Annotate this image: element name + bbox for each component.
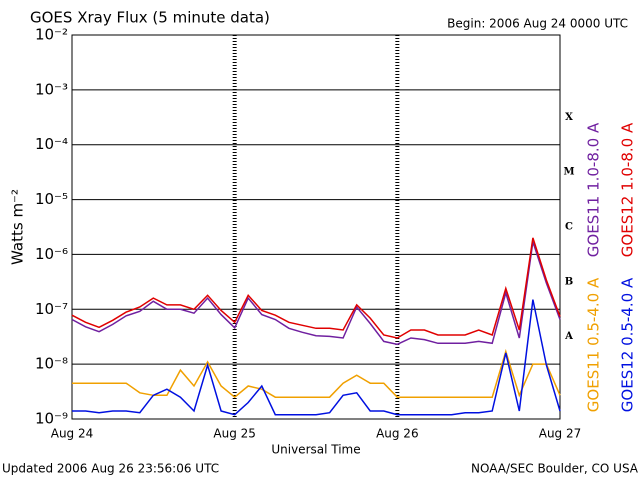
y-tick-label: 10⁻⁷	[35, 300, 68, 318]
footer-right: NOAA/SEC Boulder, CO USA	[471, 462, 639, 476]
flare-class-label: M	[563, 167, 574, 178]
legend-label: GOES12 0.5-4.0 A	[619, 277, 637, 412]
y-tick-label: 10⁻⁶	[35, 245, 68, 263]
legend-label: GOES11 1.0-8.0 A	[585, 122, 603, 257]
y-tick-label: 10⁻⁹	[35, 410, 68, 428]
chart-title: GOES Xray Flux (5 minute data)	[30, 9, 270, 27]
series-line	[71, 241, 561, 346]
legend-label: GOES12 1.0-8.0 A	[619, 122, 637, 257]
y-tick-label: 10⁻⁴	[35, 135, 68, 153]
subtitle: Begin: 2006 Aug 24 0000 UTC	[447, 17, 628, 31]
flare-class-label: A	[564, 331, 573, 342]
y-tick-label: 10⁻⁵	[35, 190, 68, 208]
x-axis-label: Universal Time	[271, 443, 360, 457]
x-tick-label: Aug 27	[539, 427, 582, 441]
series-line	[71, 237, 561, 339]
flare-class-label: X	[565, 112, 573, 123]
legend-label: GOES11 0.5-4.0 A	[585, 277, 603, 412]
flare-class-label: B	[565, 276, 573, 287]
y-tick-label: 10⁻⁸	[35, 355, 68, 373]
y-tick-label: 10⁻²	[35, 26, 68, 44]
x-tick-label: Aug 25	[213, 427, 256, 441]
flare-class-label: C	[565, 222, 573, 233]
plot-frame	[71, 34, 561, 420]
footer-left: Updated 2006 Aug 26 23:56:06 UTC	[2, 462, 219, 476]
y-axis-label: Watts m⁻²	[9, 189, 27, 265]
y-tick-label: 10⁻³	[35, 80, 68, 98]
x-tick-label: Aug 26	[376, 427, 419, 441]
series-line	[72, 299, 561, 416]
x-tick-label: Aug 24	[51, 427, 94, 441]
